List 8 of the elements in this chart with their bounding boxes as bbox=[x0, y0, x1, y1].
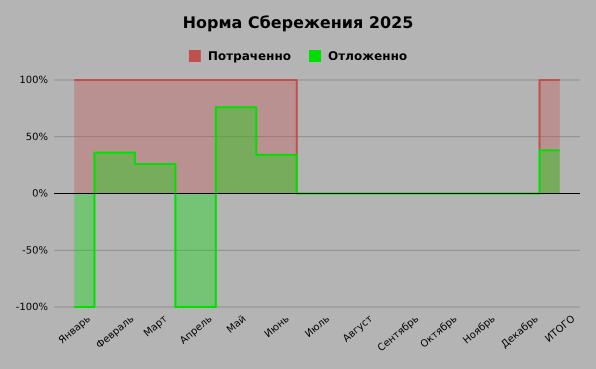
y-tick-label: 0% bbox=[32, 188, 48, 200]
legend-label: Потраченно bbox=[208, 49, 292, 63]
y-tick-label: 50% bbox=[26, 132, 48, 143]
y-tick-label: -50% bbox=[22, 245, 48, 256]
legend-label: Отложенно bbox=[328, 49, 408, 63]
chart-title: Норма Сбережения 2025 bbox=[182, 13, 414, 32]
y-tick-label: 100% bbox=[19, 75, 48, 86]
y-tick-label: -100% bbox=[16, 302, 48, 314]
